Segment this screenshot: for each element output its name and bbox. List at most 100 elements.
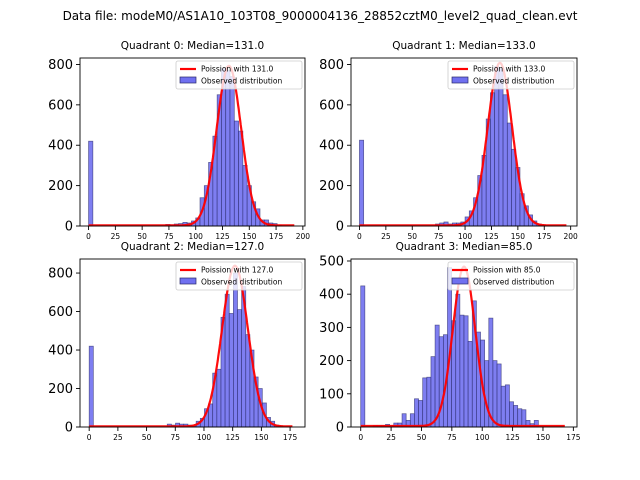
x-tick-label: 0 <box>358 433 363 442</box>
x-tick-label: 125 <box>484 232 499 241</box>
x-tick-label: 75 <box>434 232 444 241</box>
axes-frame <box>79 57 306 227</box>
y-tick-label: 800 <box>48 267 73 282</box>
histogram-bar <box>245 334 251 428</box>
x-tick-label: 100 <box>189 232 204 241</box>
histogram-bar <box>228 313 234 428</box>
histogram-bar <box>233 272 238 428</box>
x-tick-label: 25 <box>113 433 123 442</box>
x-tick-label: 0 <box>87 433 92 442</box>
x-tick-label: 0 <box>86 232 91 241</box>
x-tick-label: 125 <box>226 433 241 442</box>
legend-label-observed: Observed distribution <box>201 278 282 287</box>
y-tick-label: 200 <box>319 354 344 369</box>
histogram-bar <box>459 314 465 428</box>
x-tick-label: 150 <box>242 232 257 241</box>
x-tick-label: 25 <box>111 232 121 241</box>
x-tick-label: 175 <box>283 433 298 442</box>
y-tick-label: 800 <box>48 58 73 73</box>
legend-box <box>175 261 303 291</box>
histogram-bar <box>88 140 94 227</box>
subplot-quadrant-3: Quadrant 3: Median=85.0 0 100 200 300 400 500 0… <box>319 241 581 442</box>
histogram-bar <box>517 408 523 428</box>
histogram-bar <box>229 76 235 227</box>
legend: Poission with 131.0 Observed distribution <box>175 60 303 90</box>
histogram-bar <box>88 345 94 428</box>
x-tick-label: 150 <box>536 433 551 442</box>
histogram-bar <box>233 120 239 227</box>
x-tick-label: 75 <box>164 232 174 241</box>
histogram-bar <box>490 92 495 227</box>
histogram-bar <box>224 293 230 428</box>
histogram-bar <box>500 385 506 428</box>
histogram-bar <box>513 405 519 428</box>
subplot-title: Quadrant 2: Median=127.0 <box>121 241 264 253</box>
y-tick-label: 300 <box>319 321 344 336</box>
histogram-bar <box>496 363 502 428</box>
x-tick-label: 200 <box>563 232 578 241</box>
y-tick-label: 0 <box>65 220 73 235</box>
legend-box <box>447 261 575 291</box>
y-tick-label: 200 <box>48 382 73 397</box>
histogram-bar <box>467 340 473 428</box>
x-tick-label: 25 <box>386 433 396 442</box>
histogram-bar <box>511 148 517 227</box>
legend-bar-swatch <box>179 76 197 84</box>
x-tick-label: 125 <box>505 433 520 442</box>
x-tick-label: 50 <box>142 433 152 442</box>
legend-box <box>175 60 303 90</box>
histogram-bar <box>216 368 222 428</box>
legend-label-observed: Observed distribution <box>473 278 554 287</box>
y-tick-label: 0 <box>336 220 344 235</box>
histogram-bar <box>492 360 498 428</box>
legend-label-poisson: Poission with 133.0 <box>473 65 546 74</box>
histogram-bar <box>504 384 510 428</box>
histogram-bar <box>506 122 512 227</box>
histogram-bar <box>463 315 469 428</box>
x-tick-label: 75 <box>171 433 181 442</box>
legend-box <box>447 60 575 90</box>
y-tick-label: 400 <box>48 344 73 359</box>
histogram-bar <box>418 400 424 428</box>
y-tick-label: 400 <box>319 288 344 303</box>
legend: Poission with 85.0 Observed distribution <box>447 261 575 291</box>
histogram-bar <box>237 309 242 428</box>
figure-suptitle: Data file: modeM0/AS1A10_103T08_90000041… <box>62 9 578 23</box>
legend-label-poisson: Poission with 85.0 <box>473 266 541 275</box>
histogram-bar <box>238 130 244 227</box>
legend-label-observed: Observed distribution <box>473 77 554 86</box>
legend-bar-swatch <box>451 76 469 84</box>
y-tick-label: 800 <box>319 58 344 73</box>
y-tick-label: 200 <box>48 179 73 194</box>
legend-bar-swatch <box>179 277 197 285</box>
y-tick-label: 600 <box>48 305 73 320</box>
histogram-bar <box>494 66 500 227</box>
histogram-bar <box>360 285 366 428</box>
legend: Poission with 127.0 Observed distribution <box>175 261 303 291</box>
subplot-title: Quadrant 3: Median=85.0 <box>396 241 533 253</box>
axes-frame <box>350 57 578 227</box>
x-tick-label: 175 <box>269 232 284 241</box>
x-tick-label: 200 <box>296 232 311 241</box>
histogram-bar <box>426 376 432 428</box>
x-tick-label: 100 <box>475 433 490 442</box>
x-tick-label: 75 <box>447 433 457 442</box>
subplot-quadrant-1: Quadrant 1: Median=133.0 0 200 400 600 800 0 25… <box>319 40 578 241</box>
y-tick-label: 400 <box>48 139 73 154</box>
histogram-bar <box>455 293 461 428</box>
subplot-title: Quadrant 0: Median=131.0 <box>121 40 264 52</box>
histogram-bar <box>502 94 508 227</box>
x-tick-label: 175 <box>537 232 552 241</box>
y-tick-label: 200 <box>319 179 344 194</box>
histogram-bar <box>484 360 490 428</box>
legend-bar-swatch <box>451 277 469 285</box>
x-tick-label: 175 <box>566 433 581 442</box>
x-tick-label: 50 <box>137 232 147 241</box>
histogram-bar <box>498 68 504 227</box>
poisson-curve <box>359 61 567 227</box>
subplot-quadrant-2: Quadrant 2: Median=127.0 0 200 400 600 800 0 25… <box>48 241 306 442</box>
x-tick-label: 125 <box>215 232 230 241</box>
x-tick-label: 50 <box>417 433 427 442</box>
x-tick-label: 50 <box>407 232 417 241</box>
axes-frame <box>350 258 578 428</box>
